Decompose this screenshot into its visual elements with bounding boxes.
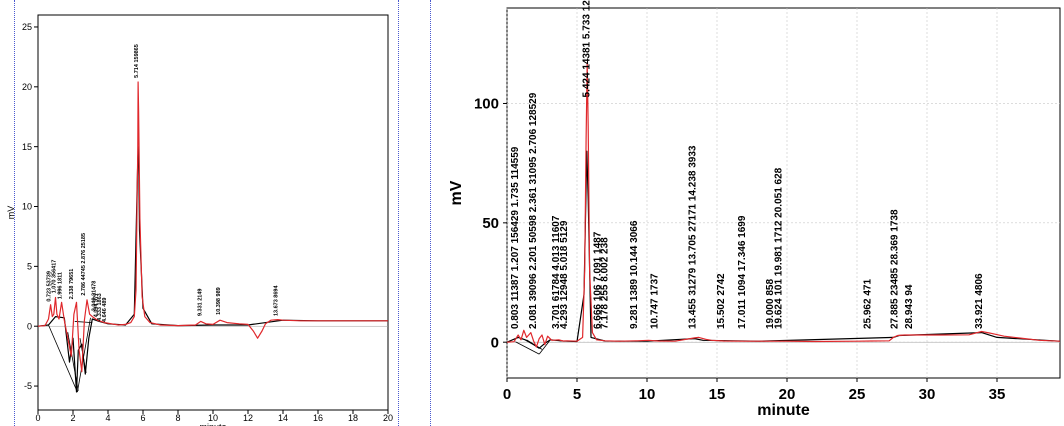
chart1-y-tick-label-4: 15: [22, 142, 32, 152]
chart1-x-tick-label-2: 4: [105, 413, 110, 423]
chart2-x-tick-label-6: 30: [919, 386, 936, 403]
left-panel-edge: [14, 0, 15, 426]
chart2-x-tick-label-1: 5: [573, 386, 581, 403]
chart1-x-tick-label-9: 18: [348, 413, 358, 423]
chart1-y-tick-label-2: 5: [27, 262, 32, 272]
chart2-y-tick-label-1: 50: [482, 215, 499, 232]
chart2-peak-label-1: 2.081 39096 2.201 50598 2.361 31095 2.70…: [528, 92, 539, 329]
chart1-y-tick-label-1: 0: [27, 321, 32, 331]
chart1-x-tick-label-3: 6: [140, 413, 145, 423]
chart1-y-tick-label-6: 25: [22, 22, 32, 32]
chart2-x-tick-label-5: 25: [849, 386, 866, 403]
chart2-peak-label-9: 13.455 31279 13.705 27171 14.238 3933: [687, 145, 698, 329]
chart1-y-tick-label-0: -5: [24, 381, 32, 391]
chart1-y-tick-label-5: 20: [22, 82, 32, 92]
chart1-x-tick-label-1: 2: [70, 413, 75, 423]
chart1-x-tick-label-8: 16: [313, 413, 323, 423]
chart2-x-tick-label-7: 35: [989, 386, 1006, 403]
chart2-peak-label-13: 19.624 101 19.981 1712 20.051 628: [774, 167, 785, 329]
chart1-peak-label-9: 5.714 159865: [134, 44, 140, 78]
chart1-peak-label-4: 2.786 44745 2.876 25185: [81, 233, 87, 296]
chart2-peak-label-6: 7.178 255 8.002 238: [599, 237, 610, 329]
chart1-baseline-1: [76, 317, 91, 393]
chart1-series-0: [37, 81, 388, 373]
right-panel-edge: [430, 0, 431, 426]
chart2-peak-label-10: 15.502 2742: [716, 273, 727, 329]
chart2-x-axis-label: minute: [757, 402, 810, 419]
chart2-peak-label-4: 5.424 14381 5.733 1216751: [582, 0, 593, 97]
chart1-peak-label-10: 9.331 2149: [197, 288, 203, 316]
chart1-x-tick-label-4: 8: [175, 413, 180, 423]
chart2-series-0: [506, 62, 1061, 348]
left-panel-right-edge: [398, 0, 399, 426]
chart1-peak-label-7: 4.333 1863: [97, 293, 103, 321]
chart1-peak-label-12: 13.673 8694: [273, 285, 279, 317]
chart1-peak-label-1: 1.070 356417: [52, 260, 58, 294]
chart2-y-axis-label: mV: [448, 180, 465, 205]
chart1-x-tick-label-5: 10: [208, 413, 218, 423]
chart2-peak-label-5: 6.666 106 7.091 1487: [592, 231, 603, 329]
chart2-x-tick-label-3: 15: [709, 386, 726, 403]
chart1-x-tick-label-7: 14: [278, 413, 288, 423]
chart1-x-tick-label-10: 20: [383, 413, 393, 423]
chart1-y-tick-label-3: 10: [22, 202, 32, 212]
chart1-peak-label-11: 10.398 989: [216, 287, 222, 315]
chart1-x-tick-label-0: 0: [35, 413, 40, 423]
chart1-peak-label-6: 4.094 377: [94, 293, 100, 317]
chart1-peak-label-0: 0.723 53739: [47, 271, 53, 302]
chart2-peak-label-14: 25.962 471: [862, 279, 873, 329]
chart2-x-tick-label-0: 0: [503, 386, 511, 403]
chart2-peak-label-0: 0.803 11387 1.207 156429 1.735 114559: [510, 146, 521, 329]
chart2-peak-label-7: 9.281 1389 10.144 3066: [629, 220, 640, 329]
chart1-peak-label-8: 4.646 489: [102, 298, 108, 322]
chart2-baseline-0: [515, 341, 540, 355]
chart2-x-tick-label-4: 20: [779, 386, 796, 403]
chart1-x-axis-label: minute: [199, 422, 226, 426]
chart1-baseline-0: [48, 324, 78, 393]
chart2-peak-label-11: 17.011 1094 17.346 1699: [737, 215, 748, 329]
chart2-peak-label-16: 28.943 94: [904, 284, 915, 329]
chart2-y-tick-label-2: 100: [474, 96, 499, 113]
chart2-baseline-1: [538, 339, 551, 355]
chart1-x-tick-label-6: 12: [243, 413, 253, 423]
chart2-peak-label-2: 3.701 61784 4.013 11607: [551, 215, 562, 329]
chart2-peak-label-15: 27.885 23485 28.369 1738: [889, 209, 900, 329]
chart2-peak-label-8: 10.747 1737: [649, 273, 660, 329]
chart2-peak-label-17: 33.921 4806: [974, 273, 985, 329]
chart1-peak-label-2: 1.996 1811: [58, 272, 64, 299]
chart2-y-tick-label-0: 0: [491, 334, 499, 351]
chart1-peak-label-5: 3.049 21478: [92, 281, 98, 312]
chart1-peak-label-3: 2.338 79651: [69, 269, 75, 300]
chart2-peak-label-12: 19.000 858: [765, 279, 776, 329]
chart2-peak-label-3: 4.293 12948 5.018 5129: [559, 220, 570, 329]
chart2-x-tick-label-2: 10: [639, 386, 656, 403]
chart1-y-axis-label: mV: [6, 206, 16, 220]
